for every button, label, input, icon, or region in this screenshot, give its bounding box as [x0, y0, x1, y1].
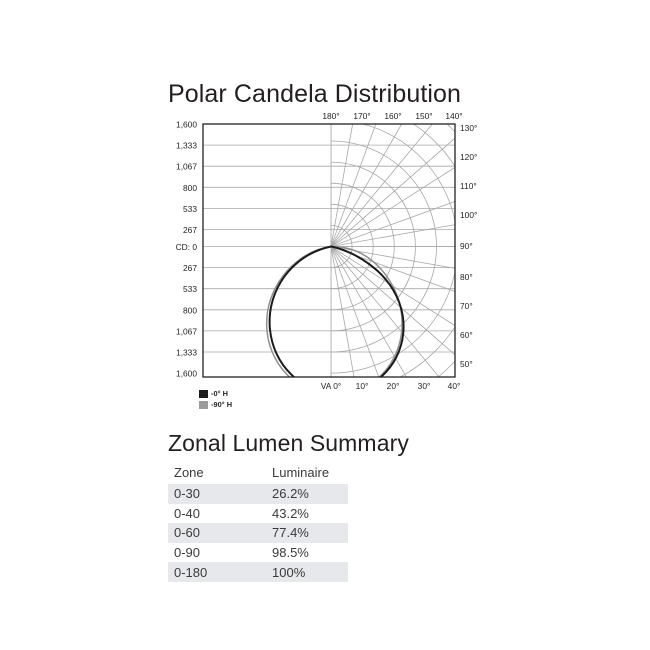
svg-text:130°: 130°	[460, 123, 477, 133]
svg-text:60°: 60°	[460, 330, 473, 340]
table-row: 0-40 43.2%	[168, 503, 348, 524]
svg-text:800: 800	[183, 305, 197, 315]
top-angle-labels: 180° 170° 160° 150° 140°	[322, 111, 462, 121]
svg-text:20°: 20°	[387, 381, 400, 391]
svg-text:1,067: 1,067	[176, 326, 197, 336]
svg-text:50°: 50°	[460, 359, 473, 369]
cell-zone: 0-40	[174, 505, 201, 521]
curve-0h	[268, 245, 405, 377]
radial-gridlines	[203, 144, 455, 353]
svg-text:267: 267	[183, 225, 197, 235]
cell-zone: 0-90	[174, 545, 201, 561]
svg-text:120°: 120°	[460, 152, 477, 162]
svg-text:1,333: 1,333	[176, 348, 197, 358]
polar-chart-svg: 1,600 1,333 1,067 800 533 267 CD: 0 267 …	[176, 111, 478, 391]
distribution-curves	[265, 245, 405, 377]
svg-text:267: 267	[183, 263, 197, 273]
svg-text:140°: 140°	[445, 111, 462, 121]
right-angle-labels: 130° 120° 110° 100° 90° 80° 70° 60° 50°	[460, 123, 477, 369]
chart-legend: -0° H -90° H	[199, 389, 232, 410]
column-header-luminaire: Luminaire	[272, 465, 330, 480]
zonal-summary-title: Zonal Lumen Summary	[168, 430, 409, 456]
column-header-zone: Zone	[174, 465, 204, 480]
svg-text:180°: 180°	[322, 111, 339, 121]
svg-text:90°: 90°	[460, 241, 473, 251]
plot-frame	[202, 123, 456, 378]
bottom-angle-labels: VA 0° 10° 20° 30° 40°	[321, 381, 461, 391]
svg-text:80°: 80°	[460, 272, 473, 282]
svg-text:1,333: 1,333	[176, 141, 197, 151]
legend-label-90h: -90° H	[211, 399, 233, 409]
table-row: 0-30 26.2%	[168, 484, 348, 504]
svg-text:800: 800	[183, 183, 197, 193]
polar-chart: 1,600 1,333 1,067 800 533 267 CD: 0 267 …	[0, 100, 650, 420]
polar-spokes	[331, 124, 455, 377]
cell-zone: 0-30	[174, 486, 201, 502]
svg-text:40°: 40°	[448, 381, 461, 391]
legend-label-0h: -0° H	[211, 389, 228, 398]
svg-text:533: 533	[183, 204, 197, 214]
legend-swatch-0h-icon	[199, 390, 208, 399]
table-row: 0-180 100%	[168, 562, 348, 582]
svg-text:110°: 110°	[460, 181, 477, 191]
table-row: 0-60 77.4%	[168, 523, 348, 543]
curve-90h	[265, 245, 403, 377]
svg-text:100°: 100°	[460, 210, 477, 220]
svg-text:70°: 70°	[460, 301, 473, 311]
svg-text:CD: 0: CD: 0	[176, 242, 198, 252]
cell-luminaire: 77.4%	[272, 525, 309, 541]
table-row: 0-90 98.5%	[168, 542, 348, 563]
cell-luminaire: 43.2%	[272, 505, 309, 521]
cell-zone: 0-180	[174, 564, 208, 580]
polar-chart-title: Polar Candela Distribution	[168, 80, 462, 108]
svg-text:160°: 160°	[384, 111, 401, 121]
svg-text:1,600: 1,600	[176, 120, 197, 130]
svg-text:533: 533	[183, 284, 197, 294]
svg-text:VA 0°: VA 0°	[321, 381, 341, 391]
legend-item-0h: -0° H	[199, 389, 232, 400]
cell-zone: 0-60	[174, 525, 201, 541]
svg-text:1,600: 1,600	[176, 369, 197, 379]
svg-text:10°: 10°	[356, 381, 369, 391]
svg-text:150°: 150°	[415, 111, 432, 121]
svg-text:170°: 170°	[353, 111, 370, 121]
svg-text:1,067: 1,067	[176, 162, 197, 172]
svg-text:30°: 30°	[418, 381, 431, 391]
table-header-row: Zone Luminaire	[168, 461, 348, 484]
cell-luminaire: 100%	[272, 564, 306, 580]
cell-luminaire: 98.5%	[272, 545, 309, 561]
cell-luminaire: 26.2%	[272, 486, 309, 502]
legend-item-90h: -90° H	[199, 400, 232, 411]
radial-tick-labels: 1,600 1,333 1,067 800 533 267 CD: 0 267 …	[176, 120, 198, 379]
zonal-lumen-table: Zone Luminaire 0-30 26.2% 0-40 43.2% 0-6…	[168, 461, 348, 582]
legend-swatch-90h-icon	[199, 400, 208, 409]
